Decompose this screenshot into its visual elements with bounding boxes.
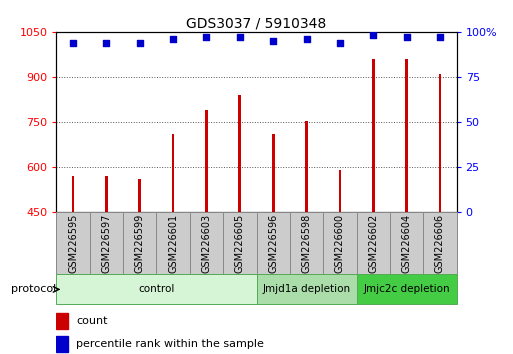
Text: GSM226603: GSM226603 [202,214,211,273]
Text: GSM226606: GSM226606 [435,214,445,273]
Bar [56,212,90,274]
Point [369,33,377,38]
Bar [357,274,457,304]
Text: protocol: protocol [11,284,56,295]
Point [169,36,177,42]
Point [336,40,344,46]
Text: GSM226598: GSM226598 [302,214,311,273]
Bar [305,121,308,212]
Bar [123,212,156,274]
Text: GSM226595: GSM226595 [68,214,78,273]
Bar [139,179,141,212]
Bar [72,176,74,212]
Text: GSM226605: GSM226605 [235,214,245,273]
Bar [390,212,423,274]
Text: GSM226599: GSM226599 [135,214,145,273]
Text: GSM226604: GSM226604 [402,214,411,273]
Bar [256,212,290,274]
Bar [372,59,374,212]
Title: GDS3037 / 5910348: GDS3037 / 5910348 [186,17,327,31]
Bar [405,59,408,212]
Bar [423,212,457,274]
Text: control: control [139,284,174,295]
Point [202,34,210,40]
Point [235,34,244,40]
Text: GSM226597: GSM226597 [102,214,111,273]
Text: percentile rank within the sample: percentile rank within the sample [76,339,264,349]
Bar [239,95,241,212]
Text: GSM226600: GSM226600 [335,214,345,273]
Bar [439,74,441,212]
Bar [272,134,274,212]
Point [135,40,144,46]
Bar [205,110,208,212]
Text: Jmjd1a depletion: Jmjd1a depletion [263,284,350,295]
Bar [256,274,357,304]
Text: Jmjc2c depletion: Jmjc2c depletion [363,284,450,295]
Bar [156,212,190,274]
Bar [56,274,256,304]
Point [69,40,77,46]
Point [402,34,410,40]
Point [302,36,310,42]
Bar [290,212,323,274]
Bar [90,212,123,274]
Point [102,40,110,46]
Bar [105,176,108,212]
Bar [323,212,357,274]
Text: GSM226602: GSM226602 [368,214,378,273]
Text: GSM226601: GSM226601 [168,214,178,273]
Bar [223,212,256,274]
Text: GSM226596: GSM226596 [268,214,278,273]
Bar [56,313,68,329]
Bar [172,134,174,212]
Bar [56,336,68,352]
Point [269,38,277,44]
Bar [190,212,223,274]
Bar [339,170,341,212]
Bar [357,212,390,274]
Text: count: count [76,316,108,326]
Point [436,34,444,40]
